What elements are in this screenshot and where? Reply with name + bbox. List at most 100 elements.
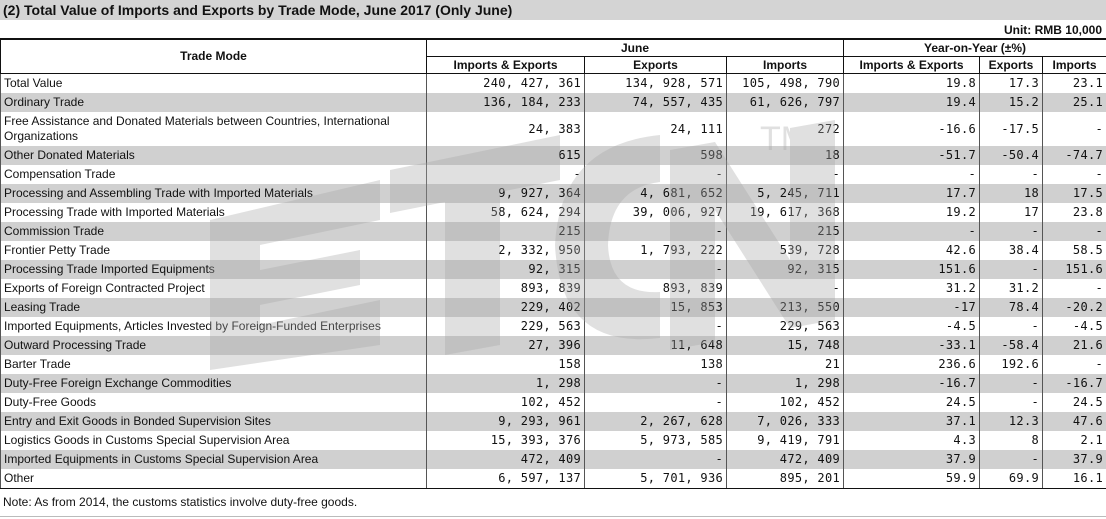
yoy-imports-cell: 23.1 [1041,73,1106,93]
yoy-imports-cell: 17.5 [1041,184,1106,203]
yoy-imports-cell: - [1041,112,1106,146]
table-row: Ordinary Trade 136, 184, 233 74, 557, 435 6… [0,93,1106,112]
june-exports-cell: - [584,317,727,336]
june-exports-cell: 893, 839 [584,279,727,298]
yoy-imports-cell: - [1041,355,1106,374]
header-june: June [426,38,844,57]
june-imports-exports-cell: 58, 624, 294 [426,203,585,222]
yoy-exports-cell: 38.4 [979,241,1043,260]
yoy-imports-exports-cell: 17.7 [843,184,980,203]
june-exports-cell: 5, 973, 585 [584,431,727,450]
table-row: Compensation Trade - - - - - - [0,165,1106,184]
june-imports-exports-cell: 92, 315 [426,260,585,279]
june-imports-exports-cell: 24, 383 [426,112,585,146]
june-imports-cell: 61, 626, 797 [726,93,844,112]
table-row: Outward Processing Trade 27, 396 11, 648 15… [0,336,1106,355]
yoy-imports-exports-cell: - [843,222,980,241]
trade-mode-cell: Processing Trade Imported Equipments [0,260,427,279]
yoy-imports-cell: - [1041,279,1106,298]
table-row: Other 6, 597, 137 5, 701, 936 895, 201 59.9 6… [0,469,1106,489]
trade-mode-cell: Duty-Free Goods [0,393,427,412]
june-imports-cell: - [726,165,844,184]
trade-mode-cell: Processing Trade with Imported Materials [0,203,427,222]
header-yoy-exports: Exports [979,56,1043,74]
trade-mode-cell: Duty-Free Foreign Exchange Commodities [0,374,427,393]
yoy-imports-exports-cell: 151.6 [843,260,980,279]
trade-mode-cell: Exports of Foreign Contracted Project [0,279,427,298]
june-imports-cell: 229, 563 [726,317,844,336]
table-row: Free Assistance and Donated Materials be… [0,112,1106,146]
june-imports-exports-cell: 240, 427, 361 [426,73,585,93]
table-row: Imported Equipments in Customs Special S… [0,450,1106,469]
yoy-imports-exports-cell: -51.7 [843,146,980,165]
june-imports-exports-cell: 472, 409 [426,450,585,469]
june-exports-cell: 134, 928, 571 [584,73,727,93]
yoy-imports-cell: -20.2 [1041,298,1106,317]
trade-mode-cell: Imported Equipments, Articles Invested b… [0,317,427,336]
june-imports-cell: 21 [726,355,844,374]
yoy-exports-cell: 8 [979,431,1043,450]
june-imports-exports-cell: 615 [426,146,585,165]
trade-mode-cell: Frontier Petty Trade [0,241,427,260]
june-imports-exports-cell: - [426,165,585,184]
yoy-imports-exports-cell: 4.3 [843,431,980,450]
yoy-imports-exports-cell: -17 [843,298,980,317]
yoy-exports-cell: -50.4 [979,146,1043,165]
june-imports-cell: 213, 550 [726,298,844,317]
yoy-exports-cell: 31.2 [979,279,1043,298]
yoy-exports-cell: 15.2 [979,93,1043,112]
header-june-exports: Exports [584,56,727,74]
yoy-imports-exports-cell: 19.4 [843,93,980,112]
yoy-exports-cell: 12.3 [979,412,1043,431]
yoy-imports-cell: 25.1 [1041,93,1106,112]
table-row: Duty-Free Goods 102, 452-102, 452 24.5-24.… [0,393,1106,412]
yoy-imports-cell: 58.5 [1041,241,1106,260]
june-imports-cell: 18 [726,146,844,165]
unit-label: Unit: RMB 10,000 [1003,23,1102,37]
header-yoy-imports-exports: Imports & Exports [843,56,980,74]
yoy-imports-exports-cell: 37.9 [843,450,980,469]
yoy-exports-cell: - [979,450,1043,469]
table-row: Duty-Free Foreign Exchange Commodities 1,… [0,374,1106,393]
yoy-exports-cell: - [979,317,1043,336]
yoy-imports-exports-cell: 19.8 [843,73,980,93]
june-imports-exports-cell: 6, 597, 137 [426,469,585,489]
trade-mode-cell: Other [0,469,427,489]
yoy-imports-cell: 16.1 [1041,469,1106,489]
yoy-imports-cell: 2.1 [1041,431,1106,450]
trade-mode-cell: Commission Trade [0,222,427,241]
june-imports-exports-cell: 229, 402 [426,298,585,317]
yoy-exports-cell: 192.6 [979,355,1043,374]
june-imports-cell: 895, 201 [726,469,844,489]
june-exports-cell: - [584,374,727,393]
june-exports-cell: 138 [584,355,727,374]
yoy-imports-cell: -16.7 [1041,374,1106,393]
table-row: Processing Trade Imported Equipments 92, … [0,260,1106,279]
yoy-exports-cell: 17.3 [979,73,1043,93]
yoy-imports-cell: 21.6 [1041,336,1106,355]
table-row: Exports of Foreign Contracted Project 893… [0,279,1106,298]
yoy-exports-cell: - [979,374,1043,393]
yoy-exports-cell: 78.4 [979,298,1043,317]
june-exports-cell: 15, 853 [584,298,727,317]
june-imports-exports-cell: 136, 184, 233 [426,93,585,112]
yoy-exports-cell: 69.9 [979,469,1043,489]
june-imports-exports-cell: 9, 293, 961 [426,412,585,431]
trade-mode-cell: Logistics Goods in Customs Special Super… [0,431,427,450]
june-imports-exports-cell: 2, 332, 950 [426,241,585,260]
table-row: Barter Trade 158 138 21 236.6 192.6- [0,355,1106,374]
june-imports-cell: 5, 245, 711 [726,184,844,203]
june-imports-exports-cell: 15, 393, 376 [426,431,585,450]
yoy-imports-cell: 37.9 [1041,450,1106,469]
june-imports-cell: 102, 452 [726,393,844,412]
june-imports-exports-cell: 893, 839 [426,279,585,298]
yoy-imports-cell: 47.6 [1041,412,1106,431]
june-exports-cell: 598 [584,146,727,165]
trade-mode-cell: Entry and Exit Goods in Bonded Supervisi… [0,412,427,431]
yoy-imports-cell: -74.7 [1041,146,1106,165]
table-row: Frontier Petty Trade 2, 332, 950 1, 793, 2… [0,241,1106,260]
footnote: Note: As from 2014, the customs statisti… [3,495,358,509]
yoy-imports-cell: 24.5 [1041,393,1106,412]
table-row: Processing and Assembling Trade with Imp… [0,184,1106,203]
yoy-imports-exports-cell: 19.2 [843,203,980,222]
